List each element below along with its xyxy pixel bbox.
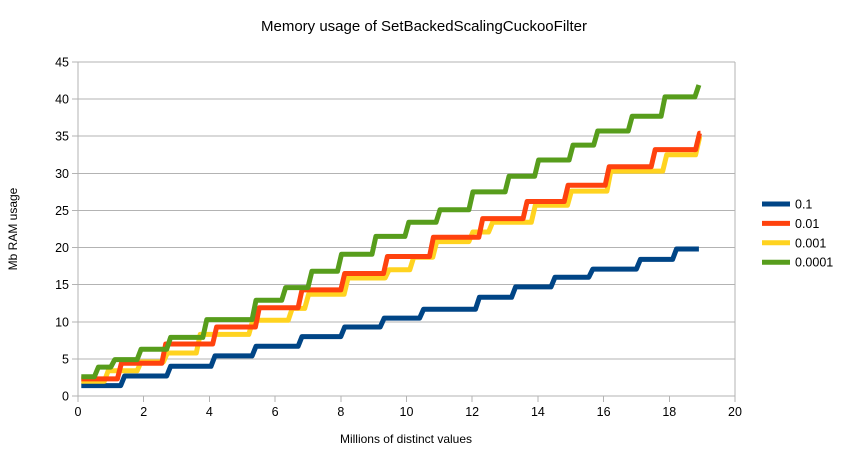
tick-label-y-40: 40 [55, 93, 69, 107]
tick-label-y-20: 20 [55, 241, 69, 255]
legend-label-0.1: 0.1 [795, 198, 812, 212]
tick-label-x-10: 10 [400, 405, 414, 419]
tick-label-y-30: 30 [55, 167, 69, 181]
tick-label-x-14: 14 [531, 405, 545, 419]
tick-label-x-12: 12 [465, 405, 479, 419]
series-line-0.0001 [81, 84, 702, 380]
chart-title: Memory usage of SetBackedScalingCuckooFi… [261, 18, 587, 35]
legend-label-0.01: 0.01 [795, 217, 819, 231]
tick-label-x-0: 0 [75, 405, 82, 419]
tick-label-x-8: 8 [337, 405, 344, 419]
tick-label-y-45: 45 [55, 56, 69, 70]
tick-label-y-25: 25 [55, 204, 69, 218]
y-axis-title: Mb RAM usage [6, 187, 20, 270]
legend-label-0.0001: 0.0001 [795, 256, 833, 270]
tick-label-x-4: 4 [206, 405, 213, 419]
series-line-0.001 [81, 135, 702, 384]
tick-label-y-0: 0 [62, 390, 69, 404]
tick-label-x-2: 2 [140, 405, 147, 419]
series-line-0.01 [81, 130, 702, 382]
series-line-0.1 [81, 246, 699, 389]
legend: 0.1 0.01 0.001 0.0001 [762, 198, 833, 270]
tick-label-y-35: 35 [55, 130, 69, 144]
gridlines [78, 61, 735, 360]
tick-label-x-18: 18 [662, 405, 676, 419]
tick-label-x-20: 20 [728, 405, 742, 419]
tick-marks [72, 61, 736, 402]
tick-labels: 0 5 10 15 20 25 30 35 40 45 0 2 4 6 8 10 12 14 16 18 20 [55, 56, 742, 420]
tick-label-y-5: 5 [62, 352, 69, 366]
series-lines [81, 84, 702, 389]
legend-label-0.001: 0.001 [795, 236, 826, 250]
tick-label-x-16: 16 [597, 405, 611, 419]
tick-label-y-15: 15 [55, 278, 69, 292]
x-axis-title: Millions of distinct values [340, 432, 472, 446]
tick-label-y-10: 10 [55, 315, 69, 329]
tick-label-x-6: 6 [272, 405, 279, 419]
